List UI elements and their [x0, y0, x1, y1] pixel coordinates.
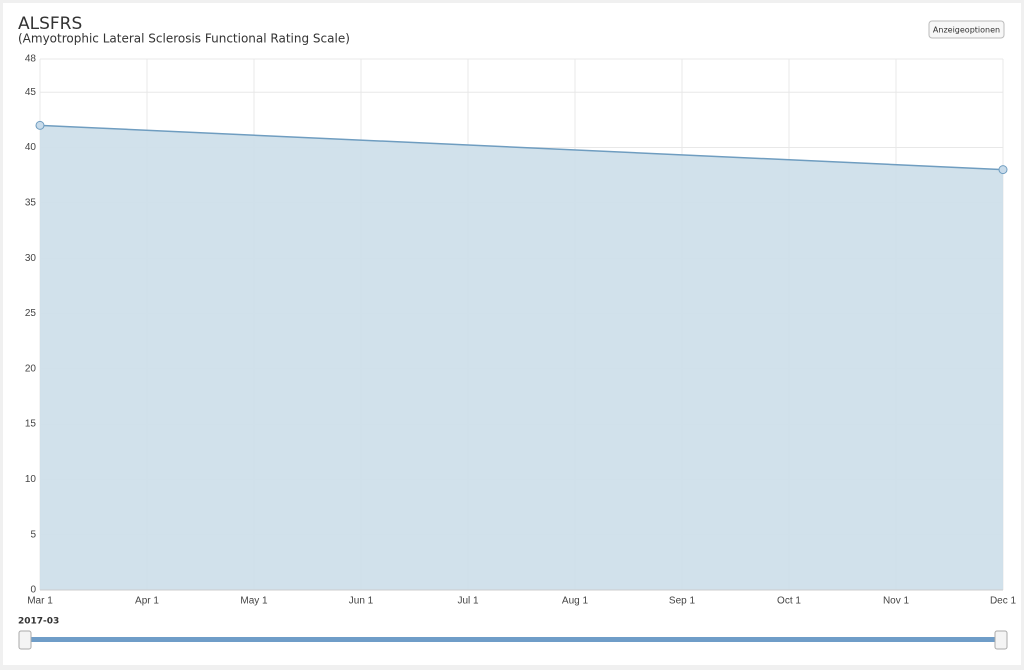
y-tick-label: 15	[25, 419, 37, 430]
y-tick-label: 10	[25, 474, 37, 485]
x-tick-label: Mar 1	[27, 596, 53, 607]
x-tick-label: Nov 1	[883, 596, 910, 607]
y-tick-label: 35	[25, 197, 37, 208]
line	[39, 124, 1004, 171]
slider-label: 2017-03	[18, 617, 59, 627]
y-tick-label: 48	[25, 54, 37, 65]
y-tick-label: 45	[25, 87, 37, 98]
x-tick-label: Sep 1	[669, 596, 696, 607]
options-button-label[interactable]: Anzeigeoptionen	[933, 26, 1000, 35]
data-point	[998, 165, 1008, 175]
chart-subtitle: (Amyotrophic Lateral Sclerosis Functiona…	[18, 32, 350, 46]
y-tick-label: 20	[25, 363, 37, 374]
x-tick-label: Aug 1	[562, 596, 589, 607]
y-tick-label: 40	[25, 142, 37, 153]
area	[40, 125, 1003, 590]
x-tick-label: Jul 1	[457, 596, 479, 607]
x-tick-label: Dec 1	[990, 596, 1017, 607]
y-tick-label: 0	[30, 585, 36, 596]
x-tick-label: Jun 1	[349, 596, 374, 607]
y-tick-label: 5	[30, 529, 36, 540]
y-tick-label: 25	[25, 308, 37, 319]
slider-handle[interactable]	[994, 630, 1008, 650]
x-tick-label: May 1	[240, 596, 268, 607]
chart-title: ALSFRS	[18, 14, 82, 34]
slider-handle[interactable]	[18, 630, 32, 650]
y-tick-label: 30	[25, 253, 37, 264]
options-button[interactable]	[928, 20, 1005, 39]
x-tick-label: Apr 1	[135, 596, 159, 607]
data-point	[35, 120, 45, 130]
slider-track[interactable]	[25, 637, 1001, 642]
x-tick-label: Oct 1	[777, 596, 801, 607]
